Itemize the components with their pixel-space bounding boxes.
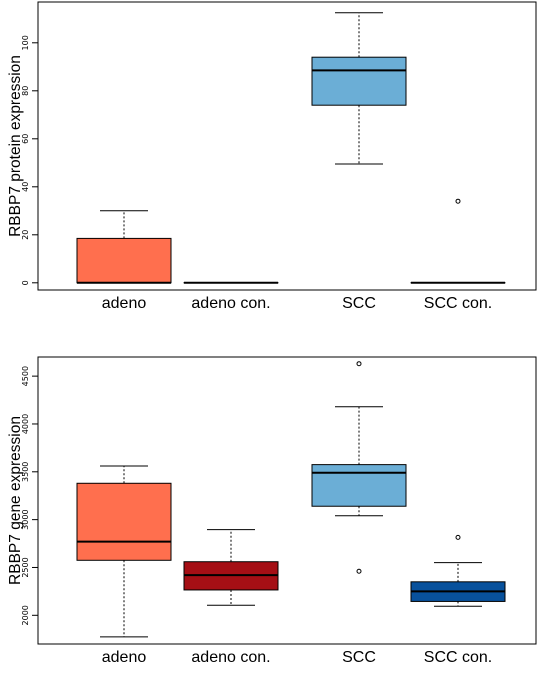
plot-frame <box>37 1 537 291</box>
y-tick-label: 20 <box>21 230 30 240</box>
y-tick-label: 2000 <box>21 605 30 625</box>
plot-frame <box>37 356 537 645</box>
category-label: adeno <box>102 649 147 666</box>
box-scc <box>311 464 407 507</box>
y-tick-label: 0 <box>21 280 30 285</box>
category-label: adeno <box>102 295 147 312</box>
y-axis-title: RBBP7 gene expression <box>7 416 24 585</box>
category-label: adeno con. <box>191 649 270 666</box>
outlier-point <box>455 534 461 540</box>
outlier-point <box>455 198 461 204</box>
outlier-point <box>356 361 362 367</box>
category-label: SCC con. <box>424 295 492 312</box>
box-scc <box>311 56 407 106</box>
outlier-point <box>356 568 362 574</box>
y-tick-label: 3500 <box>21 462 30 482</box>
box-adeno <box>76 482 172 561</box>
y-tick-label: 4000 <box>21 414 30 434</box>
category-label: SCC con. <box>424 649 492 666</box>
y-tick-label: 60 <box>21 134 30 144</box>
y-tick-label: 100 <box>21 35 30 50</box>
y-tick-label: 40 <box>21 182 30 192</box>
y-tick-label: 3000 <box>21 509 30 529</box>
y-tick-label: 2500 <box>21 557 30 577</box>
category-label: SCC <box>342 295 376 312</box>
y-tick-label: 80 <box>21 86 30 96</box>
y-axis-title: RBBP7 protein expression <box>7 55 24 237</box>
box-adeno <box>76 237 172 284</box>
y-tick-label: 4500 <box>21 366 30 386</box>
category-label: adeno con. <box>191 295 270 312</box>
category-label: SCC <box>342 649 376 666</box>
